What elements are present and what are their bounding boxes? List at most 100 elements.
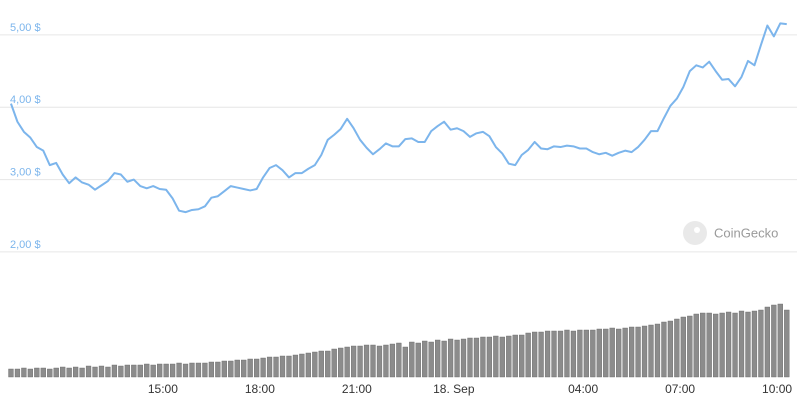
x-tick-label: 21:00: [342, 382, 372, 396]
volume-bar: [331, 348, 337, 378]
volume-bar: [234, 359, 240, 378]
volume-bar: [305, 352, 311, 378]
volume-bar: [473, 337, 480, 378]
volume-bar: [532, 331, 538, 378]
volume-bar: [344, 346, 350, 378]
x-tick-label: 18. Sep: [433, 382, 475, 396]
volume-bar: [273, 356, 279, 378]
volume-bar: [105, 366, 111, 378]
volume-bar: [764, 306, 770, 378]
volume-bar: [47, 368, 53, 378]
volume-bar: [14, 368, 21, 378]
volume-bar: [202, 362, 208, 378]
volume-bar: [745, 311, 751, 378]
volume-bar: [98, 365, 105, 378]
volume-bar: [661, 321, 667, 378]
volume-bar: [292, 354, 299, 378]
volume-bar: [363, 344, 370, 378]
volume-bar: [176, 362, 182, 378]
volume-bar: [163, 363, 169, 378]
volume-bar: [402, 346, 408, 378]
volume-bar: [706, 312, 712, 378]
volume-bar: [260, 357, 266, 378]
volume-bar: [725, 311, 732, 378]
volume-bar: [738, 310, 745, 378]
volume-bar: [512, 334, 518, 378]
volume-bar: [376, 345, 383, 378]
volume-bar: [215, 361, 221, 378]
volume-bar: [131, 364, 137, 378]
volume-bar: [85, 365, 92, 378]
watermark-logo: [683, 221, 707, 245]
volume-bar: [396, 342, 402, 378]
volume-bar: [247, 358, 253, 378]
volume-bar: [389, 343, 396, 378]
volume-bar: [719, 312, 725, 378]
volume-bar: [150, 364, 156, 378]
volume-bar: [486, 336, 493, 378]
volume-bar: [603, 328, 609, 378]
volume-bar: [771, 304, 777, 378]
volume-bar: [79, 367, 85, 378]
volume-bar: [241, 359, 247, 378]
volume-bar: [169, 363, 176, 378]
volume-bar: [674, 318, 680, 378]
y-tick-label: 5,00 $: [10, 22, 41, 34]
volume-bar: [21, 367, 27, 378]
x-tick-label: 10:00: [762, 382, 792, 396]
volume-bar: [784, 309, 790, 378]
volume-bar: [137, 364, 143, 378]
volume-bar: [616, 328, 622, 378]
volume-bar: [266, 356, 273, 378]
volume-bar: [460, 338, 467, 378]
volume-bar: [570, 330, 577, 378]
volume-bar: [357, 345, 363, 378]
volume-bar: [144, 363, 150, 378]
volume-bar: [693, 313, 699, 378]
volume-bar: [641, 325, 648, 378]
watermark-text: CoinGecko: [714, 225, 778, 240]
volume-bar: [195, 362, 202, 378]
volume-bar: [499, 336, 505, 378]
watermark-logo-eye: [694, 227, 700, 233]
volume-bar: [732, 312, 738, 378]
volume-bar: [544, 330, 551, 378]
x-tick-label: 07:00: [665, 382, 695, 396]
volume-bar: [622, 327, 628, 378]
volume-bar: [189, 362, 195, 378]
volume-bar: [648, 324, 654, 378]
volume-bar: [454, 339, 460, 378]
volume-bar: [279, 355, 286, 378]
volume-bar: [751, 310, 758, 378]
volume-bar: [422, 340, 428, 378]
volume-bar: [654, 323, 661, 378]
volume-bar: [441, 340, 447, 378]
volume-bar: [538, 331, 544, 378]
volume-bar: [208, 361, 215, 378]
volume-bar: [72, 366, 79, 378]
volume-bar: [124, 364, 130, 378]
volume-bar: [493, 335, 499, 378]
volume-bar: [53, 367, 59, 378]
volume-bar: [525, 332, 531, 378]
volume-bar: [667, 320, 674, 378]
volume-bar: [577, 329, 583, 378]
volume-bar: [700, 312, 706, 378]
volume-bar: [92, 366, 98, 378]
volume-bar: [66, 367, 72, 378]
volume-bar: [409, 341, 415, 378]
volume-bar: [596, 328, 602, 378]
volume-bar: [370, 344, 376, 378]
volume-bar: [415, 342, 421, 378]
volume-bar: [383, 344, 389, 378]
volume-bar: [318, 350, 324, 378]
volume-bar: [228, 360, 234, 378]
volume-bar: [60, 366, 66, 378]
volume-bar: [254, 358, 260, 378]
volume-bar: [467, 337, 473, 378]
volume-bar: [447, 338, 454, 378]
volume-bar: [628, 326, 635, 378]
volume-bar: [338, 347, 344, 378]
volume-bar: [609, 327, 615, 378]
